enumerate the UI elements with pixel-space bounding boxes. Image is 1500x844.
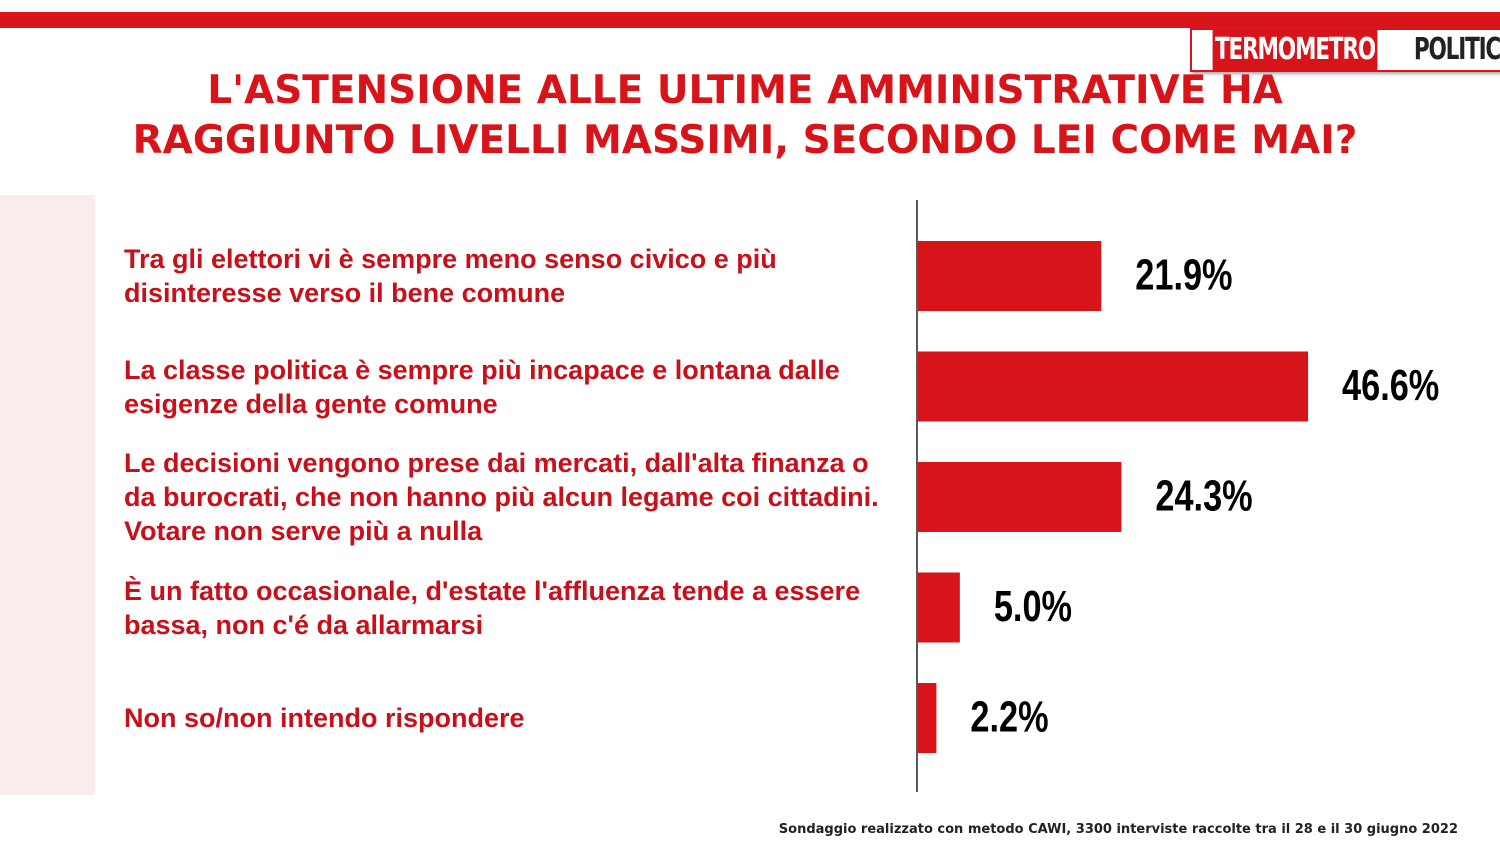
- bar: [918, 241, 1102, 311]
- value-label: 24.3%: [1155, 472, 1252, 521]
- category-label: È un fatto occasionale, d'estate l'afflu…: [124, 575, 861, 640]
- value-label: 2.2%: [970, 693, 1048, 742]
- logo-part: TERMOMETRO: [1212, 30, 1378, 70]
- bar: [918, 462, 1122, 532]
- value-label: 46.6%: [1342, 361, 1439, 410]
- bar: [918, 572, 960, 643]
- logo: TERMOMETRO POLITICO: [1190, 28, 1500, 72]
- logo-part: POLITICO: [1411, 30, 1500, 70]
- top-band: [0, 12, 1500, 28]
- value-label: 5.0%: [994, 582, 1072, 631]
- category-label: Le decisioni vengono prese dai mercati, …: [124, 448, 879, 546]
- category-label: La classe politica è sempre più incapace…: [124, 354, 840, 419]
- source-note: Sondaggio realizzato con metodo CAWI, 33…: [778, 822, 1458, 837]
- bar: [918, 351, 1309, 422]
- value-label: 21.9%: [1135, 251, 1232, 300]
- chart-title: L'ASTENSIONE ALLE ULTIME AMMINISTRATIVE …: [132, 68, 1358, 163]
- category-label: Tra gli elettori vi è sempre meno senso …: [124, 244, 777, 308]
- category-label: Non so/non intendo rispondere: [124, 703, 525, 733]
- bar: [918, 683, 937, 753]
- background-decor: [0, 195, 95, 795]
